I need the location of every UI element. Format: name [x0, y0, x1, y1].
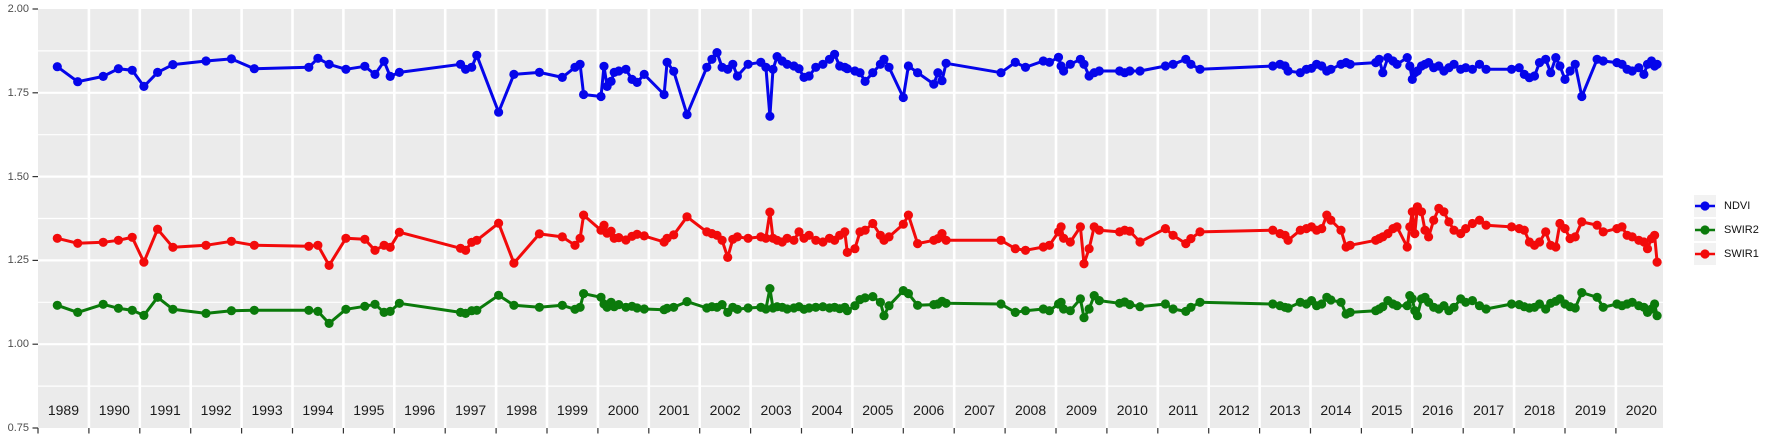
y-tick-label: 0.75: [7, 422, 29, 434]
y-tick-label: 1.25: [7, 254, 29, 267]
x-year-label: 1998: [505, 402, 538, 418]
legend: NDVI SWIR2 SWIR1: [1694, 195, 1759, 267]
x-year-label: 1991: [149, 402, 181, 418]
y-tick-label: 2.00: [7, 3, 29, 15]
swir2-point-line-icon: [1694, 219, 1716, 241]
x-year-label: 2001: [658, 402, 690, 418]
x-year-label: 2013: [1269, 402, 1301, 418]
x-year-label: 1996: [404, 402, 436, 418]
x-year-label: 1994: [302, 402, 334, 418]
x-year-label: 2015: [1371, 402, 1403, 418]
x-year-label: 1997: [455, 402, 487, 418]
y-tick-label: 1.75: [7, 86, 29, 99]
legend-label-ndvi: NDVI: [1724, 200, 1751, 212]
x-year-label: 1995: [353, 402, 385, 418]
x-year-label: 2005: [862, 402, 894, 418]
x-year-label: 1989: [47, 402, 80, 418]
x-year-label: 2012: [1218, 402, 1250, 418]
swir1-point-line-icon: [1694, 243, 1716, 265]
x-year-label: 2008: [1014, 402, 1047, 418]
y-tick-label: 1.50: [7, 170, 29, 183]
x-year-label: 1999: [556, 402, 589, 418]
x-year-label: 2003: [760, 402, 792, 418]
y-tick-label: 1.00: [7, 338, 29, 351]
legend-item-swir1: SWIR1: [1694, 243, 1759, 265]
x-year-label: 2002: [709, 402, 741, 418]
x-year-label: 2006: [913, 402, 945, 418]
x-year-label: 2017: [1473, 402, 1505, 418]
x-year-label: 2011: [1168, 402, 1199, 418]
legend-item-ndvi: NDVI: [1694, 195, 1759, 217]
legend-label-swir1: SWIR1: [1724, 248, 1759, 260]
x-year-label: 2018: [1523, 402, 1556, 418]
x-year-label: 2020: [1625, 402, 1657, 418]
ndvi-point-line-icon: [1694, 195, 1716, 217]
x-year-label: 2007: [964, 402, 996, 418]
x-year-label: 1992: [200, 402, 232, 418]
legend-item-swir2: SWIR2: [1694, 219, 1759, 241]
x-year-label: 2004: [811, 402, 843, 418]
x-year-label: 1993: [251, 402, 283, 418]
x-year-label: 2019: [1574, 402, 1607, 418]
x-year-label: 1990: [98, 402, 130, 418]
x-year-label: 2010: [1116, 402, 1148, 418]
x-year-label: 2000: [607, 402, 639, 418]
x-year-label: 2014: [1320, 402, 1352, 418]
x-year-label: 2016: [1422, 402, 1454, 418]
x-year-label: 2009: [1065, 402, 1098, 418]
legend-label-swir2: SWIR2: [1724, 224, 1759, 236]
